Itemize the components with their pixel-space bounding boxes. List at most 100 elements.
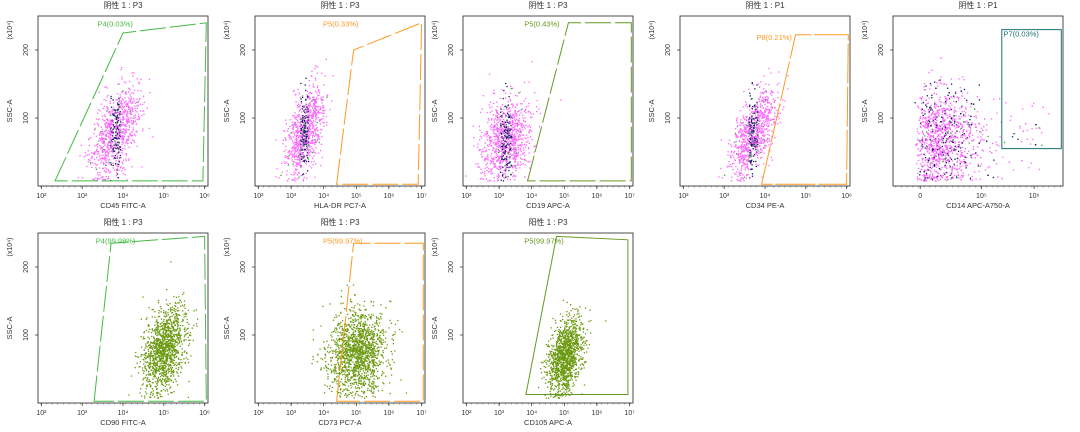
event-dot xyxy=(140,90,142,92)
event-dot xyxy=(776,109,778,111)
event-dot xyxy=(103,179,105,181)
event-dot xyxy=(753,143,755,145)
event-dot xyxy=(292,131,294,133)
event-dot xyxy=(288,134,291,136)
event-dot xyxy=(524,108,527,110)
event-dot xyxy=(94,151,96,153)
event-dot xyxy=(509,162,511,164)
event-dot xyxy=(489,106,491,109)
event-dot xyxy=(935,166,938,168)
event-dot xyxy=(741,136,743,138)
event-dot xyxy=(522,158,524,160)
event-dot xyxy=(122,136,124,138)
event-dot xyxy=(300,132,302,134)
event-dot xyxy=(505,137,508,139)
event-dot xyxy=(513,150,516,152)
event-dot xyxy=(773,121,775,123)
event-dot xyxy=(111,133,113,135)
event-dot xyxy=(311,140,313,142)
event-dot xyxy=(298,114,301,116)
event-dot xyxy=(937,106,940,108)
event-dot xyxy=(977,165,979,167)
event-dot xyxy=(528,132,530,134)
event-dot xyxy=(749,135,751,137)
event-dot xyxy=(730,145,733,148)
event-dot xyxy=(747,122,749,124)
event-dot xyxy=(314,107,316,109)
gate-polygon[interactable] xyxy=(336,22,423,185)
event-dot xyxy=(959,166,961,168)
event-dot xyxy=(504,146,506,148)
event-dot xyxy=(129,110,131,112)
event-dot xyxy=(737,150,740,152)
event-dot xyxy=(535,106,538,108)
event-dot xyxy=(98,155,101,157)
event-dot xyxy=(315,65,317,67)
event-dot xyxy=(295,163,298,165)
event-dot xyxy=(493,135,495,138)
event-dot xyxy=(132,129,134,131)
event-dot xyxy=(939,96,941,99)
event-dot xyxy=(116,136,118,138)
event-dot xyxy=(303,110,305,112)
event-dot xyxy=(941,136,943,138)
event-dot xyxy=(931,166,934,168)
event-dot xyxy=(497,143,499,145)
event-dot xyxy=(930,124,932,126)
event-dot xyxy=(943,129,945,131)
event-dot xyxy=(933,145,935,147)
event-dot xyxy=(309,91,311,94)
event-dot xyxy=(504,151,506,153)
event-dot xyxy=(511,143,514,145)
event-dot xyxy=(520,138,522,140)
event-dot xyxy=(735,165,737,168)
event-dot xyxy=(119,107,121,109)
event-dot xyxy=(756,130,759,133)
y-multiplier-label: (x10⁴) xyxy=(7,21,14,40)
event-dot xyxy=(493,102,495,105)
event-dot xyxy=(962,140,965,143)
event-dot xyxy=(501,89,503,91)
event-dot xyxy=(491,159,494,161)
gate-polygon[interactable] xyxy=(54,22,207,182)
event-dot xyxy=(524,137,526,139)
event-dot xyxy=(493,159,495,161)
event-dot xyxy=(115,99,117,101)
event-dot xyxy=(960,124,962,126)
event-dot xyxy=(307,130,309,133)
event-dot xyxy=(765,128,767,130)
gate-polygon[interactable] xyxy=(526,22,632,182)
gate-polygon[interactable] xyxy=(760,34,849,185)
event-dot xyxy=(116,112,118,114)
event-dot xyxy=(299,142,301,144)
event-dot xyxy=(293,115,296,117)
event-dot xyxy=(322,104,324,107)
event-dot xyxy=(133,133,136,135)
event-dot xyxy=(315,141,318,143)
event-dot xyxy=(117,149,120,151)
event-dot xyxy=(947,151,949,153)
event-dot xyxy=(928,146,930,148)
event-dot xyxy=(95,118,98,120)
event-dot xyxy=(932,139,934,141)
event-dot xyxy=(142,130,144,132)
event-dot xyxy=(105,125,107,127)
event-dot xyxy=(777,123,779,125)
event-dot xyxy=(505,161,508,164)
plot-title: 阴性 1 : P3 xyxy=(103,0,143,10)
event-dot xyxy=(739,129,741,131)
event-dot xyxy=(742,178,744,180)
event-dot xyxy=(311,151,313,154)
event-dot xyxy=(296,165,298,168)
event-dot xyxy=(502,180,505,182)
event-dot xyxy=(121,170,123,172)
event-dot xyxy=(110,142,112,144)
event-dot xyxy=(515,131,517,133)
event-dot xyxy=(928,134,930,136)
event-dot xyxy=(957,145,959,147)
event-dot xyxy=(121,91,123,93)
event-dot xyxy=(752,132,754,134)
event-dot xyxy=(302,123,305,125)
event-dot xyxy=(766,115,768,117)
event-dot xyxy=(742,138,744,140)
